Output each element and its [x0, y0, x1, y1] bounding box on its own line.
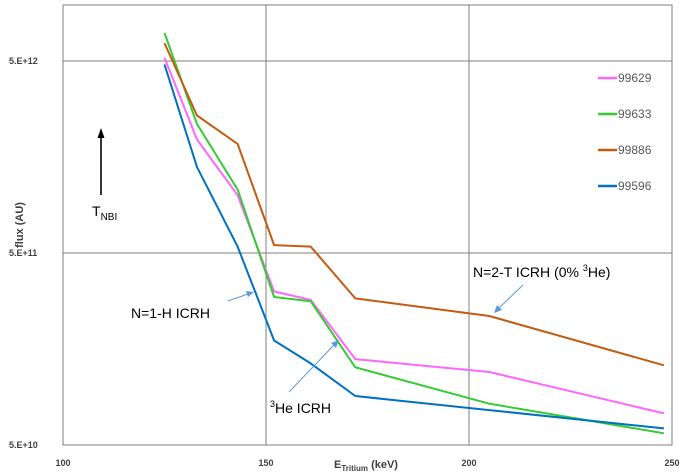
he3-label-sup: 3 [270, 399, 275, 409]
plot-area-border [62, 4, 673, 446]
legend-label-99596: 99596 [618, 179, 652, 193]
tick-labels: 100 150 200 250 5.E+10 5.E+11 5.E+12 [9, 56, 680, 468]
legend-label-99629: 99629 [618, 71, 652, 85]
tnbi-label-sub: NBI [101, 212, 118, 223]
he3-arrow-head [331, 340, 339, 348]
he3-arrow-line [288, 344, 335, 393]
x-tick-label: 250 [664, 458, 679, 468]
n2t-label-sup: 3 [583, 263, 588, 273]
annotation-n1h: N=1-H ICRH [131, 291, 254, 321]
n2t-arrow-head [494, 305, 502, 313]
tnbi-arrow-head [97, 128, 105, 138]
tnbi-label: TNBI [92, 203, 117, 223]
n1h-label: N=1-H ICRH [131, 305, 210, 321]
legend: 99629 99633 99886 99596 [598, 71, 652, 193]
x-tick-label: 200 [461, 458, 476, 468]
grid [63, 5, 672, 445]
series-line-99633 [163, 32, 665, 435]
n2t-label-after: He) [588, 264, 611, 280]
tnbi-label-main: T [92, 203, 101, 219]
n1h-arrow-head [246, 291, 254, 297]
n2t-label-before: N=2-T ICRH (0% [473, 264, 583, 280]
n2t-label: N=2-T ICRH (0% 3He) [473, 263, 610, 280]
legend-label-99886: 99886 [618, 143, 652, 157]
y-tick-label: 5.E+10 [9, 440, 38, 450]
x-axis-title-sub: Tritium [341, 464, 368, 473]
series-line-99596 [163, 64, 665, 430]
annotation-tnbi: TNBI [92, 128, 117, 223]
annotation-he3: 3He ICRH [270, 340, 339, 416]
x-axis-title-unit: (keV) [368, 459, 398, 471]
x-tick-label: 100 [55, 458, 70, 468]
legend-label-99633: 99633 [618, 107, 652, 121]
n1h-arrow-line [227, 293, 249, 302]
y-axis-title: flux (AU) [14, 202, 26, 248]
series-line-99886 [163, 42, 665, 367]
annotation-n2t: N=2-T ICRH (0% 3He) [473, 263, 610, 313]
x-axis-title-main: E [334, 459, 341, 471]
series-line-99629 [163, 57, 665, 415]
he3-label-text: He ICRH [275, 400, 331, 416]
series-lines [163, 32, 665, 435]
x-axis-title: ETritium (keV) [334, 459, 398, 473]
n2t-arrow-line [498, 284, 524, 309]
y-tick-label: 5.E+12 [9, 56, 38, 66]
y-tick-label: 5.E+11 [9, 248, 37, 258]
he3-label: 3He ICRH [270, 399, 331, 416]
x-tick-label: 150 [258, 458, 273, 468]
